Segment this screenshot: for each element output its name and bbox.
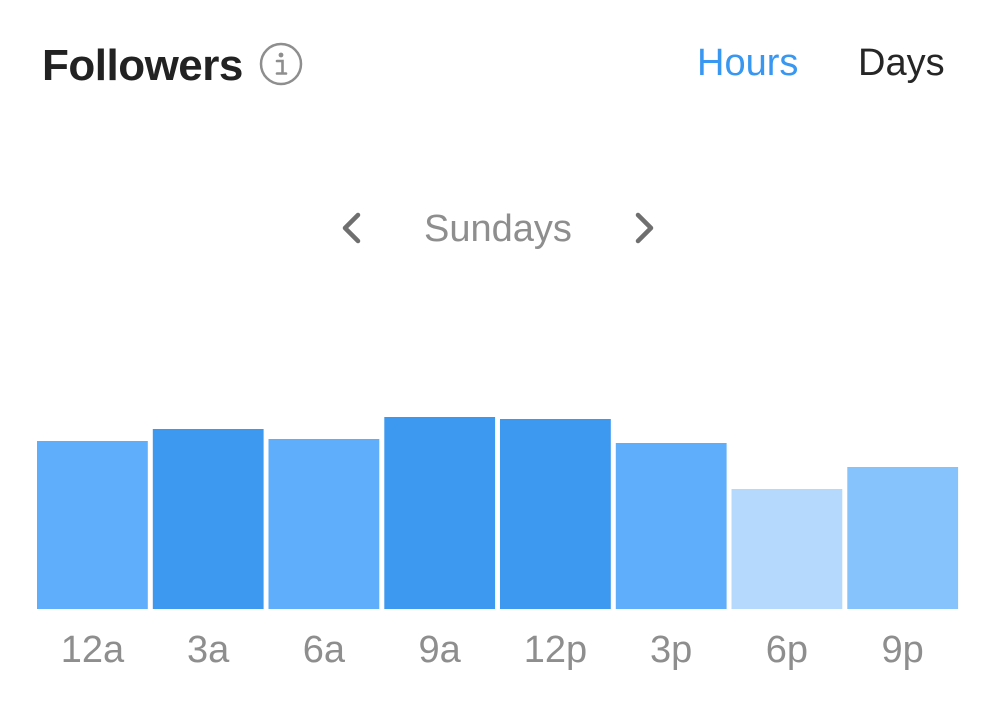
bar-6a[interactable]	[268, 439, 380, 609]
bar-3a[interactable]	[152, 429, 264, 609]
chevron-left-icon[interactable]	[336, 208, 366, 248]
period-label: Sundays	[424, 208, 572, 250]
bar-9a[interactable]	[384, 417, 496, 609]
tab-days[interactable]: Days	[858, 42, 945, 84]
x-tick-label: 12a	[61, 629, 125, 671]
x-tick-label: 3a	[187, 629, 230, 671]
bar-9p[interactable]	[847, 467, 959, 609]
x-tick-label: 9a	[418, 629, 461, 671]
x-tick-label: 6p	[766, 629, 808, 671]
chevron-right-icon[interactable]	[630, 208, 660, 248]
tab-hours[interactable]: Hours	[697, 42, 799, 84]
x-tick-label: 6a	[303, 629, 346, 671]
x-tick-label: 3p	[650, 629, 692, 671]
bar-3p[interactable]	[615, 443, 727, 609]
x-tick-label: 12p	[524, 629, 587, 671]
bar-6p[interactable]	[731, 489, 843, 609]
info-icon[interactable]	[259, 42, 303, 86]
bar-12a[interactable]	[37, 441, 148, 609]
bar-12p[interactable]	[500, 419, 611, 609]
page-title: Followers	[42, 41, 243, 90]
x-tick-label: 9p	[881, 629, 923, 671]
